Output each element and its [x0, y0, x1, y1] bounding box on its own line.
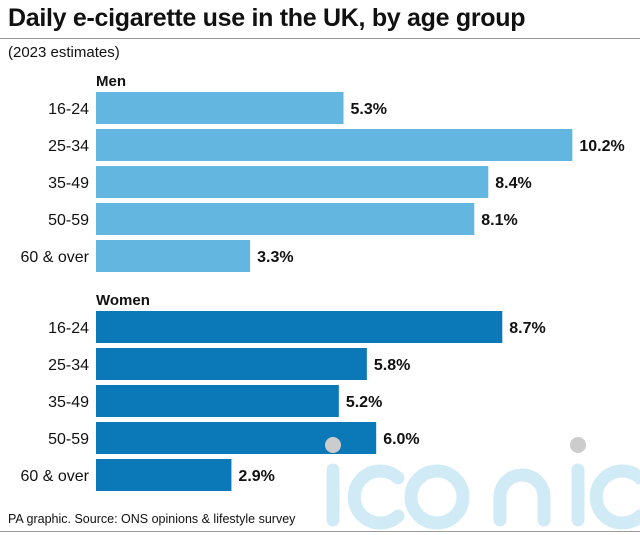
value-label-women-0: 8.7% [509, 320, 545, 337]
group-heading-women: Women [96, 292, 150, 309]
bar-men-2 [96, 166, 489, 198]
chart-subtitle: (2023 estimates) [8, 44, 120, 61]
category-label-women-4: 60 & over [21, 468, 90, 485]
value-label-women-4: 2.9% [238, 468, 274, 485]
category-label-men-1: 25-34 [48, 138, 89, 155]
group-heading-men: Men [96, 73, 126, 90]
bar-men-3 [96, 203, 475, 235]
value-label-women-1: 5.8% [374, 357, 410, 374]
bar-women-0 [96, 311, 503, 343]
category-label-men-3: 50-59 [48, 212, 89, 229]
bar-men-1 [96, 129, 573, 161]
bar-men-0 [96, 92, 344, 124]
category-label-men-4: 60 & over [21, 249, 90, 266]
bar-women-2 [96, 385, 339, 417]
category-label-women-2: 35-49 [48, 394, 89, 411]
category-label-women-1: 25-34 [48, 357, 89, 374]
category-label-women-0: 16-24 [48, 320, 89, 337]
bar-women-1 [96, 348, 367, 380]
value-label-men-3: 8.1% [481, 212, 517, 229]
value-label-men-4: 3.3% [257, 249, 293, 266]
bar-women-4 [96, 459, 232, 491]
value-label-women-2: 5.2% [346, 394, 382, 411]
category-label-women-3: 50-59 [48, 431, 89, 448]
value-label-men-1: 10.2% [579, 138, 624, 155]
chart-title: Daily e-cigarette use in the UK, by age … [8, 4, 526, 32]
bottom-divider [0, 531, 640, 532]
value-label-men-2: 8.4% [495, 175, 531, 192]
value-label-women-3: 6.0% [383, 431, 419, 448]
category-label-men-0: 16-24 [48, 101, 89, 118]
category-label-men-2: 35-49 [48, 175, 89, 192]
bar-men-4 [96, 240, 251, 272]
source-note: PA graphic. Source: ONS opinions & lifes… [8, 512, 296, 526]
value-label-men-0: 5.3% [351, 101, 387, 118]
top-divider [0, 38, 640, 39]
